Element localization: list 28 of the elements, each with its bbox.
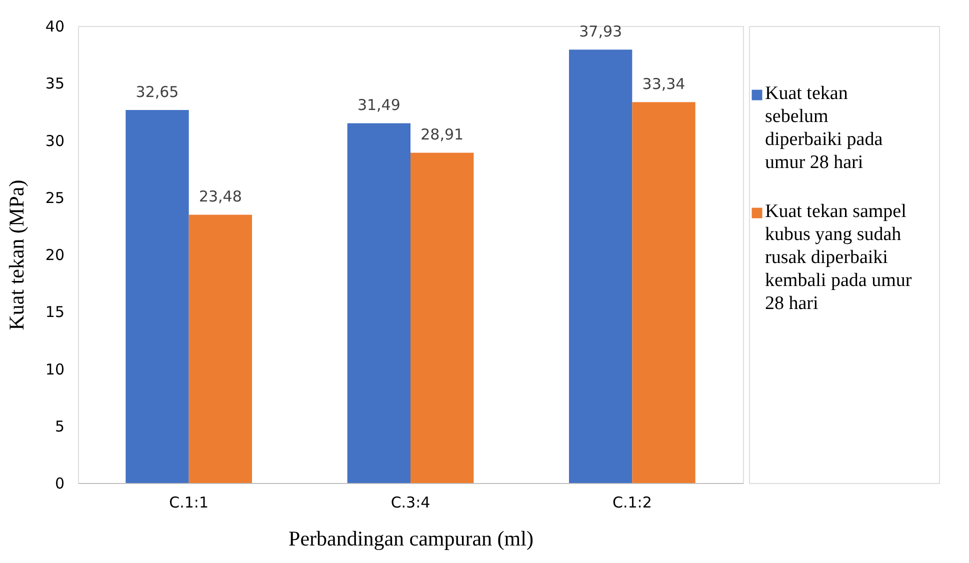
bar	[126, 110, 189, 483]
bar	[347, 123, 410, 483]
y-tick-label: 20	[45, 246, 64, 264]
data-label: 32,65	[136, 82, 179, 101]
bar	[188, 214, 252, 483]
y-tick-label: 15	[45, 303, 64, 322]
y-tick-label: 25	[45, 188, 64, 207]
y-tick-label: 0	[54, 474, 64, 492]
y-tick-label: 40	[45, 18, 64, 36]
data-label: 33,34	[642, 75, 686, 94]
data-label: 23,48	[198, 188, 242, 206]
x-tick-label: C.1:2	[612, 494, 652, 512]
y-tick-label: 30	[45, 132, 64, 150]
data-label: 37,93	[579, 22, 622, 41]
data-label: 28,91	[420, 126, 464, 144]
legend-label: Kuat tekan sebelum diperbaiki pada umur 28 hari	[765, 83, 884, 173]
x-tick-label: C.1:1	[169, 494, 209, 512]
x-tick-label: C.3:4	[390, 494, 430, 512]
data-label: 31,49	[357, 96, 400, 114]
bar	[632, 102, 696, 483]
y-tick-label: 35	[45, 74, 64, 93]
bar	[568, 50, 632, 483]
y-tick-label: 10	[45, 360, 64, 378]
bar	[410, 152, 474, 483]
y-axis-title: Kuat tekan (MPa)	[4, 180, 28, 330]
y-tick-label: 5	[54, 417, 64, 436]
legend-label: Kuat tekan sampel kubus yang sudah rusak diperbaiki kembali pada umur 28 hari	[765, 201, 912, 314]
x-axis-title: Perbandingan campuran (ml)	[288, 526, 534, 550]
